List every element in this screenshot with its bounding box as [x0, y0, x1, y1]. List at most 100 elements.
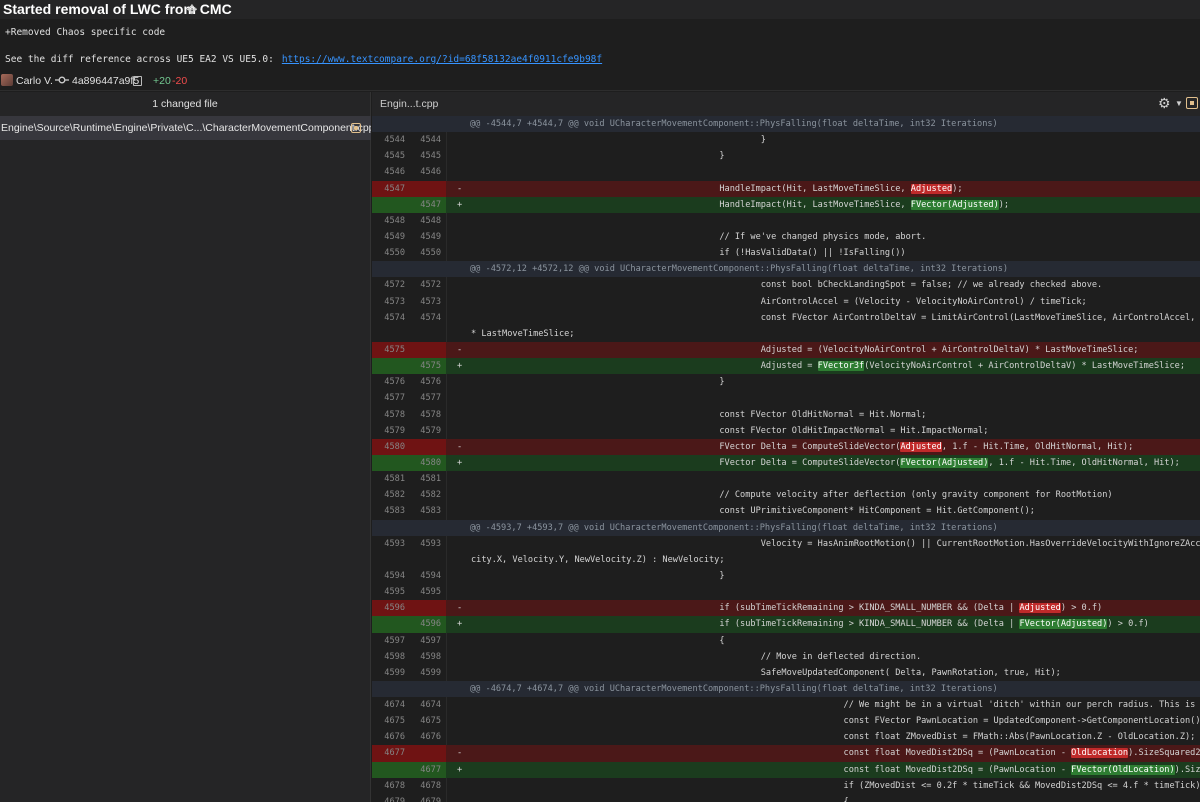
changed-file-item[interactable]: Engine\Source\Runtime\Engine\Private\C..… [0, 116, 371, 140]
commit-hash[interactable]: 4a896447a9f5 [72, 75, 140, 87]
code-text-before: if (subTimeTickRemaining > KINDA_SMALL_N… [471, 619, 1020, 630]
code-text-after: ).SizeSquared2D(); [1128, 748, 1200, 759]
diff-line: 4594 4594 } [372, 568, 1200, 584]
diff-line: 4599 4599 SafeMoveUpdatedComponent( Delta… [372, 665, 1200, 681]
diff-sign: + [457, 619, 463, 630]
diff-hunk-header: @@ -4674,7 +4674,7 @@ void UCharacterMov… [372, 680, 1200, 698]
author-name[interactable]: Carlo V. [16, 75, 53, 87]
code-text-after: ) > 0.f) [1107, 619, 1149, 630]
code-text-before: const float MovedDist2DSq = (PawnLocatio… [471, 748, 1072, 759]
diff-view[interactable]: @@ -4544,7 +4544,7 @@ void UCharacterMov… [372, 116, 1200, 802]
diff-gutter [372, 180, 446, 197]
chevron-down-icon[interactable]: ▼ [1175, 99, 1183, 108]
code-text: if (!HasValidData() || !IsFalling()) [471, 248, 906, 259]
diff-line: 4674 4674 // We might be in a virtual 'di… [372, 697, 1200, 713]
code-text-after: , 1.f - Hit.Time, OldHitNormal, Hit); [988, 457, 1180, 468]
diff-tab-bar: Engin...t.cpp ⚙ ▼ [372, 92, 1200, 116]
code-text-after: ).SizeSquared2D(); [1174, 764, 1200, 775]
diff-line: 4550 4550 if (!HasValidData() || !IsFalli… [372, 245, 1200, 261]
old-line-number: 4598 [384, 651, 405, 662]
changed-token: FVector(Adjusted) [900, 457, 989, 468]
code-text: const float ZMovedDist = FMath::Abs(Pawn… [471, 732, 1196, 743]
changed-files-panel: 1 changed file Engine\Source\Runtime\Eng… [0, 92, 371, 802]
diff-line: 4597 4597 { [372, 633, 1200, 649]
old-line-number: 4597 [384, 635, 405, 646]
new-line-number: 4679 [420, 796, 441, 802]
new-line-number: 4580 [420, 457, 441, 468]
diff-sign: + [457, 764, 463, 775]
old-line-number: 4594 [384, 570, 405, 581]
code-text: SafeMoveUpdatedComponent( Delta, PawnRot… [471, 667, 1061, 678]
diff-gutter [372, 616, 446, 633]
code-text-before: const float MovedDist2DSq = (PawnLocatio… [471, 764, 1072, 775]
diff-line-deleted: 4677 - const float MovedDist2DSq = (PawnL… [372, 745, 1200, 762]
diff-gutter [372, 438, 446, 455]
diff-hunk-header: @@ -4572,12 +4572,12 @@ void UCharacterM… [372, 261, 1200, 278]
changed-token: FVector(Adjusted) [1019, 619, 1108, 630]
commit-message: +Removed Chaos specific code See the dif… [0, 19, 1200, 70]
diff-line: * LastMoveTimeSlice; [372, 326, 1200, 342]
diff-line: 4679 4679 { [372, 794, 1200, 802]
commit-icon [55, 76, 69, 84]
move-icon[interactable]: ✥ [186, 2, 198, 17]
diff-reference-link[interactable]: https://www.textcompare.org/?id=68f58132… [281, 54, 603, 65]
code-text: AirControlAccel = (Velocity - VelocityNo… [471, 296, 1087, 307]
diff-line: 4572 4572 const bool bCheckLandingSpot = … [372, 277, 1200, 293]
code-text: const FVector AirControlDeltaV = LimitAi… [760, 312, 1196, 323]
diff-line-deleted: 4547 - HandleImpact(Hit, LastMoveTimeSlic… [372, 180, 1200, 197]
file-path: Engine\Source\Runtime\Engine\Private\C..… [1, 122, 371, 134]
diff-line-deleted: 4596 - if (subTimeTickRemaining > KINDA_S… [372, 600, 1200, 617]
code-text: @@ -4572,12 +4572,12 @@ void UCharacterM… [470, 264, 1009, 275]
new-line-number: 4575 [420, 361, 441, 372]
open-file-icon[interactable] [1186, 97, 1198, 109]
new-line-number: 4548 [420, 215, 441, 226]
old-line-number: 4674 [384, 700, 405, 711]
new-line-number: 4550 [420, 248, 441, 259]
code-text: const FVector PawnLocation = UpdatedComp… [471, 716, 1200, 727]
commit-title: Started removal of LWC from CMC [3, 1, 232, 17]
old-line-number: 4550 [384, 248, 405, 259]
diff-line: 4576 4576 } [372, 374, 1200, 390]
new-line-number: 4598 [420, 651, 441, 662]
code-text: Velocity = HasAnimRootMotion() || Curren… [760, 538, 1200, 549]
old-line-number: 4596 [384, 603, 405, 614]
new-line-number: 4572 [420, 280, 441, 291]
old-line-number: 4676 [384, 732, 405, 743]
code-text: } [471, 377, 725, 388]
additions-count: +20 [153, 75, 171, 87]
diff-sign: - [457, 183, 463, 194]
diff-line: 4676 4676 const float ZMovedDist = FMath:… [372, 729, 1200, 745]
new-line-number: 4578 [420, 409, 441, 420]
old-line-number: 4578 [384, 409, 405, 420]
code-text: const FVector OldHitNormal = Hit.Normal; [471, 409, 927, 420]
deletions-count: -20 [172, 75, 188, 87]
diff-sign: - [457, 441, 463, 452]
old-line-number: 4581 [384, 474, 405, 485]
new-line-number: 4597 [420, 635, 441, 646]
new-line-number: 4674 [420, 700, 441, 711]
diff-sign: - [457, 603, 463, 614]
tab-file[interactable]: Engin...t.cpp [380, 98, 439, 110]
new-line-number: 4594 [420, 570, 441, 581]
old-line-number: 4677 [384, 748, 405, 759]
new-line-number: 4599 [420, 667, 441, 678]
code-text: // Compute velocity after deflection (on… [471, 490, 1113, 501]
old-line-number: 4577 [384, 393, 405, 404]
diff-line-deleted: 4575 - Adjusted = (VelocityNoAirControl +… [372, 341, 1200, 359]
new-line-number: 4576 [420, 377, 441, 388]
modified-file-icon[interactable] [351, 123, 361, 133]
changed-token: FVector3f [817, 361, 865, 372]
diff-sign: + [457, 361, 463, 372]
new-line-number: 4547 [420, 199, 441, 210]
diff-gutter [372, 745, 446, 762]
code-text: if (ZMovedDist <= 0.2f * timeTick && Mov… [471, 780, 1200, 791]
code-text: if (subTimeTickRemaining > KINDA_SMALL_N… [471, 616, 1149, 632]
copy-icon[interactable] [133, 76, 142, 86]
code-text: // Move in deflected direction. [471, 651, 922, 662]
old-line-number: 4595 [384, 587, 405, 598]
diff-line: 4577 4577 [372, 390, 1200, 406]
code-text-before: Adjusted = (VelocityNoAirControl + AirCo… [471, 344, 1139, 355]
gear-icon[interactable]: ⚙ [1158, 95, 1171, 111]
code-text-after: (VelocityNoAirControl + AirControlDeltaV… [864, 361, 1186, 372]
diff-hunk-header: @@ -4544,7 +4544,7 @@ void UCharacterMov… [372, 116, 1200, 133]
